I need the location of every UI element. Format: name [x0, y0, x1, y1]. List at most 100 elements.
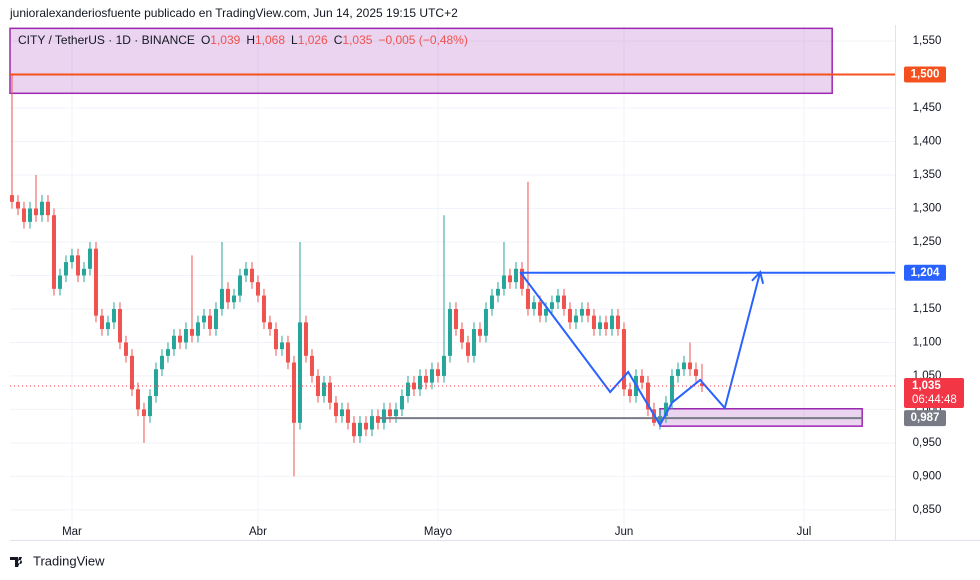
candle-body [393, 409, 398, 417]
candle-body [501, 275, 506, 289]
candle-body [99, 315, 104, 330]
x-tick-label: Jul [797, 526, 812, 538]
price-badge [904, 410, 946, 427]
candle-body [363, 422, 368, 430]
y-tick-label: 1,450 [913, 102, 942, 114]
candle-body [237, 275, 242, 296]
candle-body [621, 329, 626, 390]
price-badge-label: 0,987 [911, 412, 940, 424]
candle-body [45, 201, 50, 216]
y-tick-label: 0,850 [913, 504, 942, 516]
candle-body [675, 369, 680, 376]
trend-path [519, 271, 762, 427]
candle-body [123, 342, 128, 356]
byline: junioralexanderiosfuente publicado en Tr… [9, 6, 458, 20]
ohlc-key: H [246, 33, 255, 47]
candle-body [21, 208, 26, 222]
y-tick-label: 1,150 [913, 303, 942, 315]
price-badge [904, 66, 946, 83]
candle-body [465, 342, 470, 356]
candle-body [543, 308, 548, 316]
candle-body [291, 362, 296, 423]
y-tick-label: 1,250 [913, 236, 942, 248]
x-tick-label: Mar [62, 526, 82, 538]
candle-body [279, 342, 284, 350]
last-price-badge [904, 377, 964, 408]
candle-body [315, 375, 320, 397]
candle-body [693, 369, 698, 376]
last-price-label: 1,035 [912, 380, 941, 392]
ohlc-key: O [201, 33, 210, 47]
candle-body [51, 215, 56, 289]
ohlc-key: C [334, 33, 343, 47]
tradingview-logo [10, 557, 23, 567]
candle-body [33, 208, 38, 216]
candle-body [471, 329, 476, 356]
candle-body [405, 382, 410, 397]
candle-body [627, 389, 632, 397]
candle-body [447, 308, 452, 356]
candle-body [699, 383, 704, 386]
candle-body [69, 255, 74, 263]
legend: CITY / TetherUS · 1D · BINANCE O1,039 H1,0… [18, 33, 468, 47]
candle-body [327, 382, 332, 403]
candle-body [147, 396, 152, 417]
candle-body [429, 369, 434, 383]
candle-body [57, 275, 62, 289]
candle-body [141, 409, 146, 417]
candle-body [183, 329, 188, 343]
candle-body [441, 355, 446, 376]
candle-body [243, 268, 248, 276]
candle-body [339, 409, 344, 417]
candle-body [153, 369, 158, 397]
candle-body [87, 248, 92, 269]
candle-body [573, 315, 578, 323]
symbol: CITY / TetherUS · 1D · BINANCE [18, 33, 195, 47]
candle-body [453, 308, 458, 330]
candle-body [111, 308, 116, 323]
ohlc-value: 1,026 [298, 33, 328, 47]
x-tick-label: Mayo [424, 526, 452, 538]
candle-body [129, 355, 134, 390]
candle-body [9, 195, 14, 202]
candle-body [75, 255, 80, 276]
candle-body [609, 315, 614, 330]
candle-body [489, 295, 494, 309]
candle-body [81, 268, 86, 276]
candle-body [585, 308, 590, 316]
y-tick-label: 1,350 [913, 169, 942, 181]
candle-body [669, 375, 674, 403]
candle-body [399, 396, 404, 410]
candle-body [135, 389, 140, 410]
candle-body [603, 322, 608, 330]
candle-body [435, 369, 440, 376]
candle-body [219, 288, 224, 309]
candle-body [159, 355, 164, 370]
countdown: 06:44:48 [912, 394, 957, 406]
candle-body [249, 268, 254, 283]
candle-body [657, 416, 662, 423]
candle-body [195, 322, 200, 336]
candle-body [531, 302, 536, 309]
candle-body [591, 315, 596, 330]
candle-body [117, 308, 122, 343]
y-tick-label: 1,300 [913, 203, 942, 215]
price-badge-label: 1,500 [911, 69, 940, 81]
candle-body [513, 268, 518, 283]
candle-body [687, 362, 692, 370]
zone [9, 27, 833, 95]
candle-body [423, 375, 428, 383]
candle-body [231, 295, 236, 303]
candle-body [267, 322, 272, 330]
candle-body [567, 308, 572, 323]
candle-body [549, 302, 554, 309]
candle-body [381, 409, 386, 423]
candle-body [387, 409, 392, 417]
candle-body [297, 322, 302, 423]
candle-body [345, 409, 350, 423]
candle-body [261, 295, 266, 323]
candle-body [477, 329, 482, 336]
footer-brand: TradingView [33, 553, 105, 568]
candle-body [255, 282, 260, 296]
